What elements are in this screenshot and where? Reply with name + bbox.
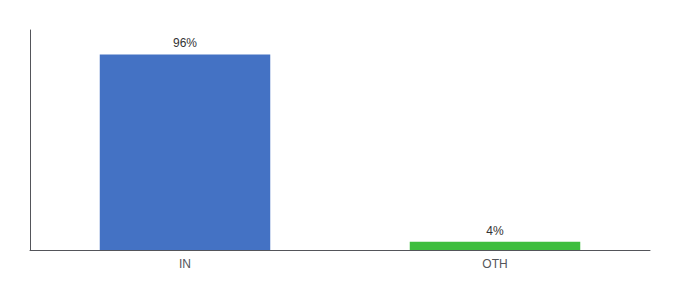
svg-text:IN: IN <box>179 257 191 271</box>
svg-text:4%: 4% <box>486 224 504 238</box>
svg-text:96%: 96% <box>173 36 197 50</box>
svg-text:OTH: OTH <box>482 257 507 271</box>
